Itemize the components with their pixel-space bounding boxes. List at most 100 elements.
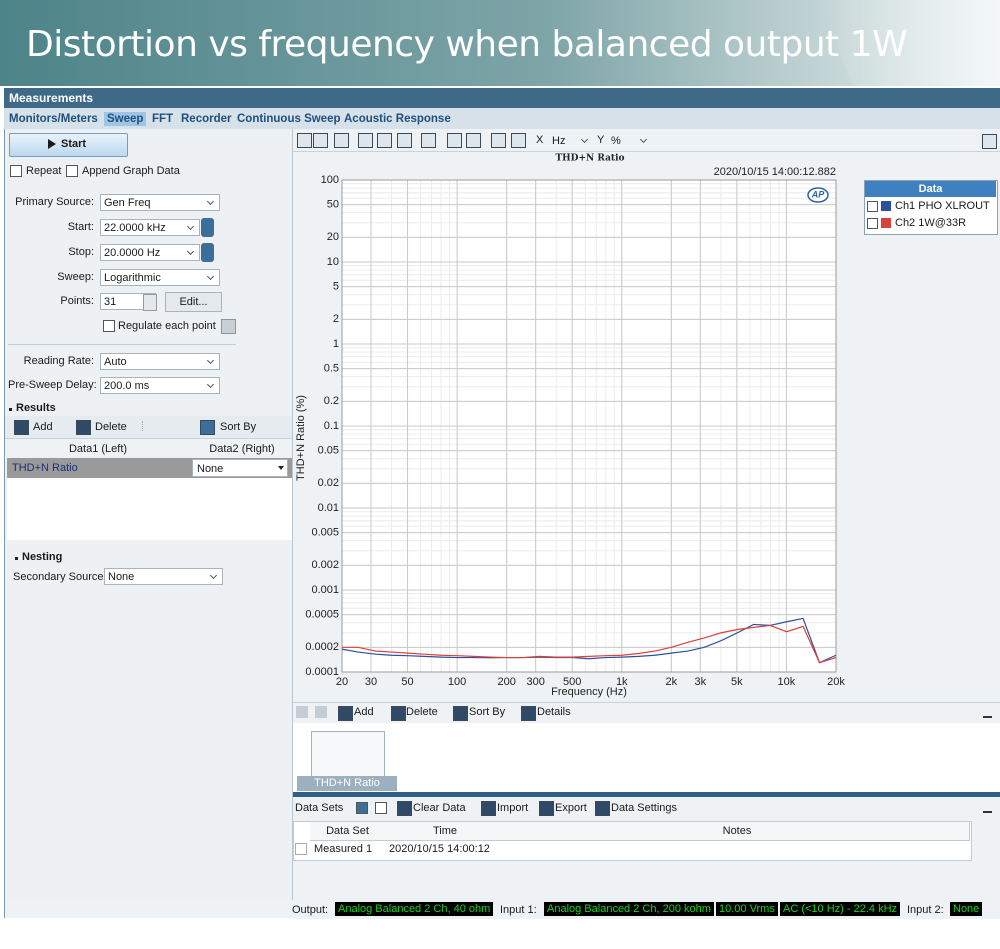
toolbar-icon[interactable] [391,706,406,721]
toolbar-icon[interactable] [338,706,353,721]
toolbar-icon[interactable] [539,801,554,816]
field-input[interactable]: 200.0 ms [100,377,220,394]
toolbar-icon[interactable] [313,133,328,148]
x-tick-label: 300 [526,676,544,688]
edit-button[interactable]: Edit... [165,292,222,312]
y-tick-label: 2 [333,313,339,325]
toolbar-label: Y [597,134,605,146]
field-input[interactable]: Auto [100,353,220,370]
toolbar-label[interactable]: Data Settings [611,802,678,814]
toolbar-icon[interactable] [397,801,412,816]
column-header: Notes [505,822,970,841]
toolbar-icon[interactable] [453,706,468,721]
arrow-button[interactable] [142,421,151,431]
logo: AP [811,189,825,199]
y-tick-label: 0.5 [324,363,339,375]
field-label: Pre-Sweep Delay: [8,379,97,391]
pin-button[interactable] [983,707,992,718]
toolbar-icon[interactable] [466,133,481,148]
toolbar-label[interactable]: Clear Data [413,802,466,814]
toolbar-label[interactable]: Details [537,706,571,718]
tab[interactable]: Continuous Sweep [237,113,341,125]
column-header: Data1 (Left) [68,443,128,455]
field-label: Primary Source: [15,196,94,208]
toolbar-label[interactable]: Delete [95,421,127,433]
field-input[interactable]: 31 [100,293,156,310]
status-value[interactable]: None [950,902,983,916]
toolbar-icon[interactable] [200,420,215,435]
data-sets-toolbar [293,797,1000,819]
regulate-checkbox[interactable] [103,320,115,332]
status-value[interactable]: Analog Balanced 2 Ch, 40 ohm [335,902,494,916]
toolbar-icon[interactable] [982,134,997,149]
settings-icon[interactable] [221,319,236,334]
toolbar-icon[interactable] [421,133,436,148]
unit-dropdown[interactable]: Hz [549,133,593,150]
toolbar-icon[interactable] [447,133,462,148]
dropdown-arrow [209,571,218,580]
app-title-bar: Measurements [4,88,1000,108]
toolbar-label[interactable]: Sort By [220,421,257,433]
row-checkbox[interactable] [295,843,307,855]
table-header [5,440,292,457]
dropdown-arrow [206,380,215,389]
thumbnail-image[interactable] [311,731,385,779]
tab[interactable]: FFT [152,113,174,125]
toolbar-label[interactable]: Add [33,421,53,433]
toolbar-icon[interactable] [491,133,506,148]
toolbar-label[interactable]: Add [354,706,374,718]
toolbar-icon[interactable] [358,133,373,148]
toolbar-icon[interactable] [511,133,526,148]
spinner[interactable] [201,243,214,262]
toolbar-label[interactable]: Delete [406,706,438,718]
status-value[interactable]: Analog Balanced 2 Ch, 200 kohm [544,902,714,916]
y-tick-label: 5 [333,281,339,293]
status-value[interactable]: 10.00 Vrms [716,902,778,916]
legend-checkbox[interactable] [867,201,878,212]
toolbar-icon[interactable] [76,420,91,435]
y-tick-label: 1 [333,338,339,350]
toolbar-label[interactable]: Export [555,802,587,814]
tab[interactable]: Recorder [181,113,232,125]
tab[interactable]: Sweep [104,112,147,126]
cell-dropdown[interactable]: None [192,459,288,477]
toolbar-icon[interactable] [481,801,496,816]
unit-dropdown[interactable]: % [608,133,652,150]
toolbar-label[interactable]: Sort By [469,706,506,718]
toolbar-icon[interactable] [595,801,610,816]
field-input[interactable]: Gen Freq [100,194,220,211]
start-button[interactable]: Start [9,133,128,157]
toolbar-icon[interactable] [297,133,312,148]
tab[interactable]: Acoustic Response [344,113,451,125]
pin-button[interactable] [983,802,992,813]
plot-border [341,179,837,673]
repeat-checkbox[interactable] [10,165,22,177]
toolbar-icon[interactable] [521,706,536,721]
append-checkbox[interactable] [66,165,78,177]
chart: 20 30 50 100 200 300 500 1k 2k 3k 5k 10k 20k 100 50 20 1… [295,154,845,698]
nesting-title: Nesting [22,551,63,563]
status-value[interactable]: AC (<10 Hz) - 22.4 kHz [780,902,901,916]
field-input[interactable]: None [104,568,223,585]
checkbox[interactable] [356,802,368,814]
nav-button[interactable] [315,706,327,718]
tab[interactable]: Monitors/Meters [9,113,98,125]
chart-title: THD+N Ratio [555,154,624,164]
spinner[interactable] [201,218,214,237]
cell: THD+N Ratio [12,462,78,474]
checkbox[interactable] [375,802,387,814]
x-tick-label: 2k [666,676,678,688]
field-input[interactable]: 22.0000 kHz [100,219,200,236]
graph-thumbnails: THD+N Ratio [293,723,1000,792]
spinner[interactable] [143,294,157,311]
field-input[interactable]: Logarithmic [100,269,220,286]
field-input[interactable]: 20.0000 Hz [100,244,200,261]
y-tick-label: 0.005 [311,527,339,539]
toolbar-label[interactable]: Import [497,802,529,814]
toolbar-icon[interactable] [334,133,349,148]
toolbar-icon[interactable] [14,420,29,435]
toolbar-icon[interactable] [377,133,392,148]
nav-button[interactable] [296,706,308,718]
toolbar-icon[interactable] [397,133,412,148]
legend-checkbox[interactable] [867,218,878,229]
